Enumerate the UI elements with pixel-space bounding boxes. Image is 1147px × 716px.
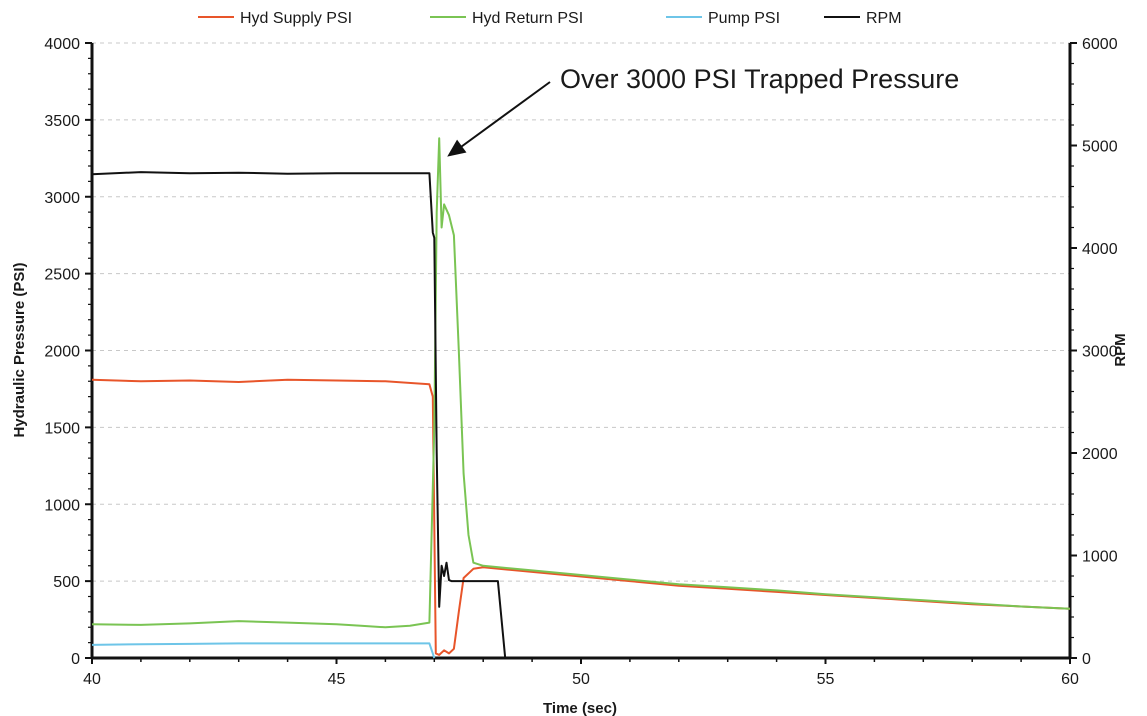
y2-tick-label: 3000	[1082, 344, 1118, 361]
legend: Hyd Supply PSI Hyd Return PSI Pump PSI RPM	[198, 10, 902, 27]
y2-tick-label: 5000	[1082, 139, 1118, 156]
annotation-arrow-line	[452, 81, 551, 154]
axes: 0 500 1000 1500 2000 2500 3000 3500 4000 0 1000 200…	[44, 36, 1117, 688]
y-tick-label: 4000	[44, 36, 80, 53]
gridlines	[92, 42, 1070, 582]
legend-label-hyd-return-psi: Hyd Return PSI	[472, 10, 583, 27]
x-tick-label: 45	[328, 671, 346, 688]
y-tick-label: 2500	[44, 267, 80, 284]
series-line-rpm	[91, 171, 507, 659]
y-tick-label: 1000	[44, 497, 80, 514]
series-line-hyd-supply-psi	[91, 378, 1071, 656]
x-tick-label: 50	[572, 671, 590, 688]
series-line-hyd-return-psi	[91, 137, 1071, 629]
y-tick-label: 500	[53, 574, 80, 591]
legend-label-rpm: RPM	[866, 10, 902, 27]
y-tick-label: 3000	[44, 190, 80, 207]
annotation-text: Over 3000 PSI Trapped Pressure	[560, 64, 959, 94]
y-tick-label: 1500	[44, 420, 80, 437]
y-axis-title: Hydraulic Pressure (PSI)	[11, 262, 28, 437]
x-axis-title: Time (sec)	[543, 700, 617, 716]
legend-label-pump-psi: Pump PSI	[708, 10, 780, 27]
y-tick-label: 3500	[44, 113, 80, 130]
y2-tick-label: 4000	[1082, 241, 1118, 258]
x-tick-label: 60	[1061, 671, 1079, 688]
y-tick-label: 0	[71, 651, 80, 668]
x-tick-label: 55	[817, 671, 835, 688]
x-tick-label: 40	[83, 671, 101, 688]
series-line-pump-psi	[91, 642, 436, 659]
series-lines	[91, 137, 1071, 659]
y-tick-label: 2000	[44, 344, 80, 361]
y2-tick-label: 1000	[1082, 549, 1118, 566]
y2-tick-label: 2000	[1082, 446, 1118, 463]
y2-tick-label: 0	[1082, 651, 1091, 668]
y2-axis-title: RPM	[1112, 333, 1129, 366]
y2-tick-label: 6000	[1082, 36, 1118, 53]
legend-label-hyd-supply-psi: Hyd Supply PSI	[240, 10, 352, 27]
annotation-arrowhead	[447, 139, 467, 157]
annotation: Over 3000 PSI Trapped Pressure	[447, 64, 959, 157]
